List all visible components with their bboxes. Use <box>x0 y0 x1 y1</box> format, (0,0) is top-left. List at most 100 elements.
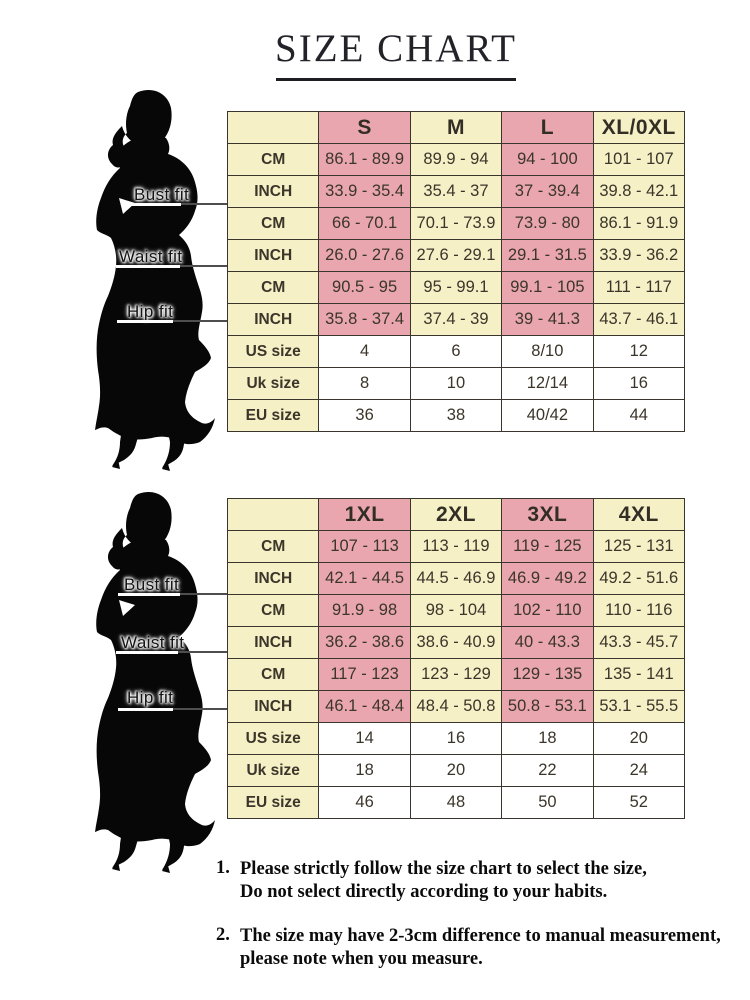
table-row: INCH 33.9 - 35.4 35.4 - 37 37 - 39.4 39.8 - … <box>226 175 686 208</box>
waist-fit-pointer-line <box>177 265 228 267</box>
size-value-cell: 43.7 - 46.1 <box>592 303 686 336</box>
table-row: CM 107 - 113 113 - 119 119 - 125 125 - 131 <box>226 530 686 563</box>
size-value-cell: 119 - 125 <box>501 530 594 563</box>
table-row: EU size 46 48 50 52 <box>226 786 686 819</box>
size-value-cell: 36.2 - 38.6 <box>318 626 411 659</box>
size-value-cell: 26.0 - 27.6 <box>318 239 411 272</box>
hip-fit-underline <box>118 708 173 711</box>
size-value-cell: 86.1 - 89.9 <box>318 143 411 176</box>
size-value-cell: 44.5 - 46.9 <box>409 562 503 595</box>
size-value-cell: 12 <box>592 335 686 368</box>
size-value-cell: 38.6 - 40.9 <box>409 626 503 659</box>
size-value-cell: 4 <box>318 335 411 368</box>
hip-fit-pointer-line <box>171 320 228 322</box>
size-value-cell: 49.2 - 51.6 <box>592 562 686 595</box>
size-value-cell: 35.4 - 37 <box>409 175 503 208</box>
note-line: The size may have 2-3cm difference to ma… <box>240 926 721 946</box>
table-row: CM 117 - 123 123 - 129 129 - 135 135 - 141 <box>226 658 686 691</box>
waist-fit-underline <box>116 651 178 654</box>
note-text: The size may have 2-3cm difference to ma… <box>240 925 721 971</box>
column-header-cell: L <box>501 111 594 144</box>
page-title: SIZE CHART <box>275 27 517 70</box>
bust-fit-pointer-line <box>177 593 228 595</box>
row-label-cell: CM <box>226 530 320 563</box>
row-label-cell: Uk size <box>226 754 320 787</box>
bust-fit-underline <box>118 593 180 596</box>
size-value-cell: 53.1 - 55.5 <box>592 690 686 723</box>
waist-fit-pointer-line <box>176 651 228 653</box>
size-value-cell: 50 <box>501 786 594 819</box>
row-label-cell: INCH <box>226 626 320 659</box>
size-value-cell: 101 - 107 <box>592 143 686 176</box>
size-value-cell: 16 <box>409 722 503 755</box>
table-row: INCH 46.1 - 48.4 48.4 - 50.8 50.8 - 53.1 53.… <box>226 690 686 723</box>
column-header-cell: S <box>318 111 411 144</box>
row-label-cell: CM <box>226 594 320 627</box>
table-row: CM 86.1 - 89.9 89.9 - 94 94 - 100 101 - 107 <box>226 143 686 176</box>
column-header-cell: M <box>409 111 503 144</box>
size-value-cell: 22 <box>501 754 594 787</box>
note-number: 2. <box>216 925 230 945</box>
row-label-cell: CM <box>226 143 320 176</box>
size-value-cell: 111 - 117 <box>592 271 686 304</box>
column-header-cell: 2XL <box>409 498 503 531</box>
size-value-cell: 40 - 43.3 <box>501 626 594 659</box>
table-row: US size 4 6 8/10 12 <box>226 335 686 368</box>
row-label-cell: CM <box>226 207 320 240</box>
size-value-cell: 6 <box>409 335 503 368</box>
row-label-cell: INCH <box>226 239 320 272</box>
size-value-cell: 42.1 - 44.5 <box>318 562 411 595</box>
size-table-small-to-xl: S M L XL/0XL CM 86.1 - 89.9 89.9 - 94 94 - 100 1… <box>226 111 686 432</box>
size-value-cell: 125 - 131 <box>592 530 686 563</box>
size-value-cell: 38 <box>409 399 503 432</box>
column-header-cell: 1XL <box>318 498 411 531</box>
table-row: Uk size 18 20 22 24 <box>226 754 686 787</box>
size-value-cell: 50.8 - 53.1 <box>501 690 594 723</box>
size-value-cell: 8/10 <box>501 335 594 368</box>
size-value-cell: 35.8 - 37.4 <box>318 303 411 336</box>
hip-fit-label: Hip fit <box>127 688 174 707</box>
size-value-cell: 37 - 39.4 <box>501 175 594 208</box>
table-row: US size 14 16 18 20 <box>226 722 686 755</box>
size-value-cell: 135 - 141 <box>592 658 686 691</box>
woman-silhouette-icon <box>95 89 215 471</box>
size-value-cell: 20 <box>592 722 686 755</box>
size-value-cell: 27.6 - 29.1 <box>409 239 503 272</box>
size-value-cell: 91.9 - 98 <box>318 594 411 627</box>
column-header-cell: 3XL <box>501 498 594 531</box>
size-value-cell: 37.4 - 39 <box>409 303 503 336</box>
size-value-cell: 18 <box>501 722 594 755</box>
size-value-cell: 90.5 - 95 <box>318 271 411 304</box>
table-row: Uk size 8 10 12/14 16 <box>226 367 686 400</box>
row-label-cell: Uk size <box>226 367 320 400</box>
size-value-cell: 48.4 - 50.8 <box>409 690 503 723</box>
size-value-cell: 16 <box>592 367 686 400</box>
note-line: please note when you measure. <box>240 949 483 969</box>
row-label-cell: INCH <box>226 175 320 208</box>
size-value-cell: 123 - 129 <box>409 658 503 691</box>
size-value-cell: 94 - 100 <box>501 143 594 176</box>
size-value-cell: 12/14 <box>501 367 594 400</box>
size-value-cell: 102 - 110 <box>501 594 594 627</box>
size-value-cell: 52 <box>592 786 686 819</box>
note-line: Please strictly follow the size chart to… <box>240 859 647 879</box>
woman-silhouette-icon <box>95 491 215 873</box>
size-value-cell: 14 <box>318 722 411 755</box>
size-table-1xl-to-4xl: 1XL 2XL 3XL 4XL CM 107 - 113 113 - 119 119 - 12… <box>226 498 686 819</box>
bust-fit-label: Bust fit <box>134 185 190 204</box>
bust-fit-pointer-line <box>176 203 228 205</box>
column-header-cell: 4XL <box>592 498 686 531</box>
hip-fit-label: Hip fit <box>127 302 174 321</box>
bust-fit-underline <box>129 203 181 206</box>
waist-fit-label: Waist fit <box>121 633 185 652</box>
table-row: INCH 26.0 - 27.6 27.6 - 29.1 29.1 - 31.5 33.… <box>226 239 686 272</box>
note-number: 1. <box>216 858 230 878</box>
bust-fit-label: Bust fit <box>124 575 180 594</box>
row-label-cell: CM <box>226 271 320 304</box>
hip-fit-pointer-line <box>170 708 228 710</box>
size-value-cell: 46 <box>318 786 411 819</box>
corner-cell <box>226 111 320 144</box>
size-value-cell: 46.9 - 49.2 <box>501 562 594 595</box>
size-value-cell: 129 - 135 <box>501 658 594 691</box>
page-header: SIZE CHART <box>42 26 750 81</box>
